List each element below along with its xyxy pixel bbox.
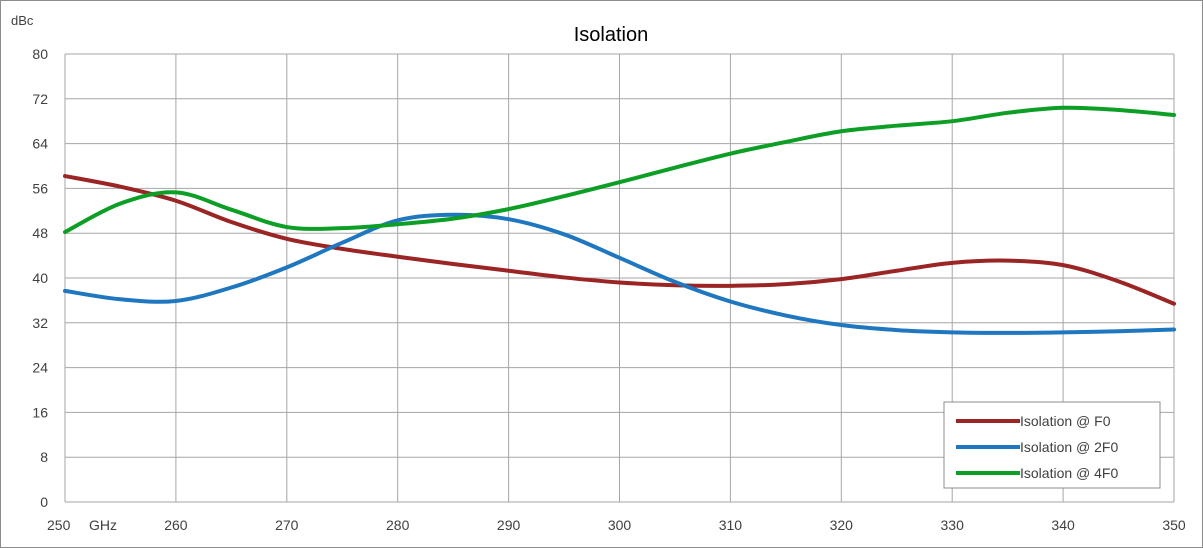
legend: Isolation @ F0 Isolation @ 2F0 Isolation @… (943, 401, 1161, 489)
y-tick-label: 56 (32, 180, 48, 196)
x-tick-label: 350 (1162, 517, 1186, 533)
x-tick-label: 250 (47, 517, 71, 533)
series-line-isolation-4f0 (63, 105, 1176, 235)
grid (64, 53, 1175, 503)
x-tick-label: 320 (830, 517, 854, 533)
x-tick-label: 290 (497, 517, 521, 533)
x-tick-label: 340 (1051, 517, 1075, 533)
legend-label: Isolation @ 4F0 (1020, 465, 1118, 481)
y-tick-label: 64 (32, 136, 48, 152)
axis-labels: 0 8 16 24 32 40 48 56 64 72 80 250 260 270 280 290 300 31… (32, 46, 1185, 533)
y-tick-label: 0 (40, 494, 48, 510)
x-tick-label: 260 (164, 517, 188, 533)
y-tick-label: 40 (32, 270, 48, 286)
y-tick-label: 24 (32, 360, 48, 376)
series-lines (63, 105, 1176, 335)
x-tick-label: 300 (608, 517, 632, 533)
x-tick-label: 310 (719, 517, 743, 533)
y-tick-label: 8 (40, 449, 48, 465)
legend-label: Isolation @ F0 (1020, 413, 1111, 429)
y-tick-label: 72 (32, 91, 48, 107)
x-tick-label: 280 (386, 517, 410, 533)
y-tick-label: 48 (32, 225, 48, 241)
series-line-isolation-f0 (63, 174, 1176, 306)
y-tick-label: 80 (32, 46, 48, 62)
chart-title: Isolation (574, 24, 649, 46)
y-tick-label: 32 (32, 315, 48, 331)
y-axis-unit-label: dBc (11, 13, 34, 28)
x-tick-label: 330 (941, 517, 965, 533)
x-axis-unit-label: GHz (89, 517, 117, 533)
legend-label: Isolation @ 2F0 (1020, 439, 1118, 455)
x-tick-label: 270 (275, 517, 299, 533)
series-line-isolation-2f0 (63, 212, 1176, 335)
y-tick-label: 16 (32, 404, 48, 420)
